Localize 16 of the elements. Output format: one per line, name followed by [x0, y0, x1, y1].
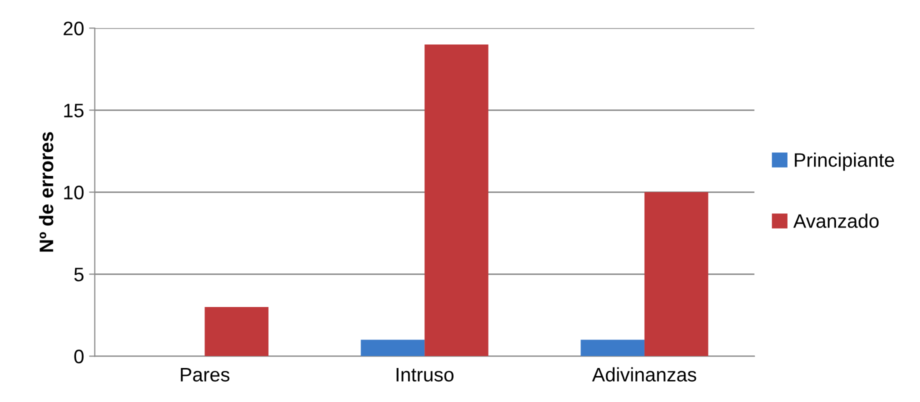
y-axis-title: Nº de errores: [39, 132, 54, 252]
x-tick-label: Adivinanzas: [592, 367, 696, 382]
x-tick-label: Intruso: [396, 368, 454, 382]
y-tick-label: 15: [64, 104, 84, 118]
legend-label: Avanzado: [793, 214, 879, 228]
bar: [204, 306, 268, 356]
y-tick-label: 5: [74, 268, 84, 282]
y-tick-label: 20: [64, 22, 84, 36]
y-tick-label: 0: [74, 350, 84, 364]
legend-label: Principiante: [794, 152, 894, 171]
bar: [580, 340, 644, 356]
bar: [360, 340, 425, 356]
bar: [644, 192, 708, 356]
y-tick-label: 10: [64, 186, 84, 200]
x-tick-label: Pares: [180, 368, 230, 382]
bar: [424, 44, 488, 356]
